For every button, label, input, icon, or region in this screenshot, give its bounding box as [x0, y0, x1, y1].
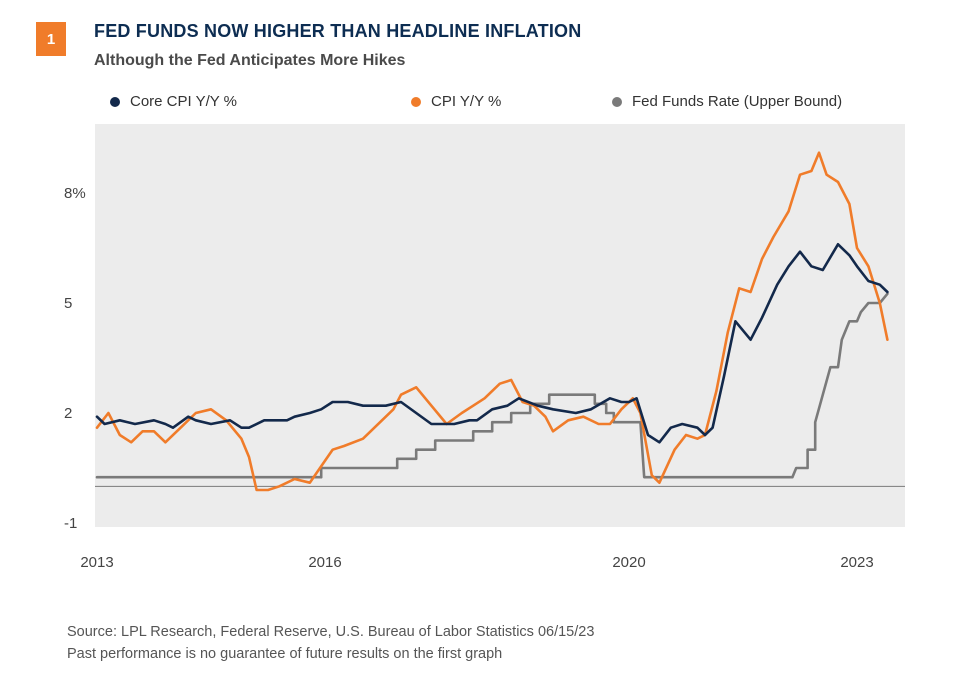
legend-label: Core CPI Y/Y %: [130, 93, 237, 110]
chart-legend: Core CPI Y/Y % CPI Y/Y % Fed Funds Rate …: [0, 93, 963, 117]
source-note: Source: LPL Research, Federal Reserve, U…: [67, 624, 595, 640]
legend-marker-icon: [612, 96, 622, 107]
legend-marker-icon: [411, 96, 421, 107]
y-tick-label: 5: [64, 295, 72, 312]
x-tick-label: 2020: [612, 554, 645, 571]
chart-title: FED FUNDS NOW HIGHER THAN HEADLINE INFLA…: [94, 21, 582, 41]
legend-label: Fed Funds Rate (Upper Bound): [632, 93, 843, 110]
x-tick-label: 2016: [308, 554, 341, 571]
legend-item-cpi: CPI Y/Y %: [411, 93, 501, 110]
x-tick-label: 2023: [840, 554, 873, 571]
figure-number-badge: 1: [36, 22, 66, 56]
y-tick-label: 8%: [64, 185, 86, 202]
plot-background: [95, 124, 905, 527]
x-tick-label: 2013: [80, 554, 113, 571]
core-cpi-line: [95, 243, 889, 444]
y-tick-label: 2: [64, 405, 72, 422]
disclaimer-note: Past performance is no guarantee of futu…: [67, 646, 503, 662]
legend-item-fed-funds: Fed Funds Rate (Upper Bound): [612, 93, 842, 110]
chart-subtitle: Although the Fed Anticipates More Hikes: [94, 52, 406, 69]
legend-item-core-cpi: Core CPI Y/Y %: [110, 93, 237, 110]
y-tick-label: -1: [64, 515, 77, 532]
legend-label: CPI Y/Y %: [431, 93, 502, 110]
cpi-line: [95, 151, 889, 492]
legend-marker-icon: [110, 96, 120, 107]
fed-funds-line: [95, 292, 889, 479]
